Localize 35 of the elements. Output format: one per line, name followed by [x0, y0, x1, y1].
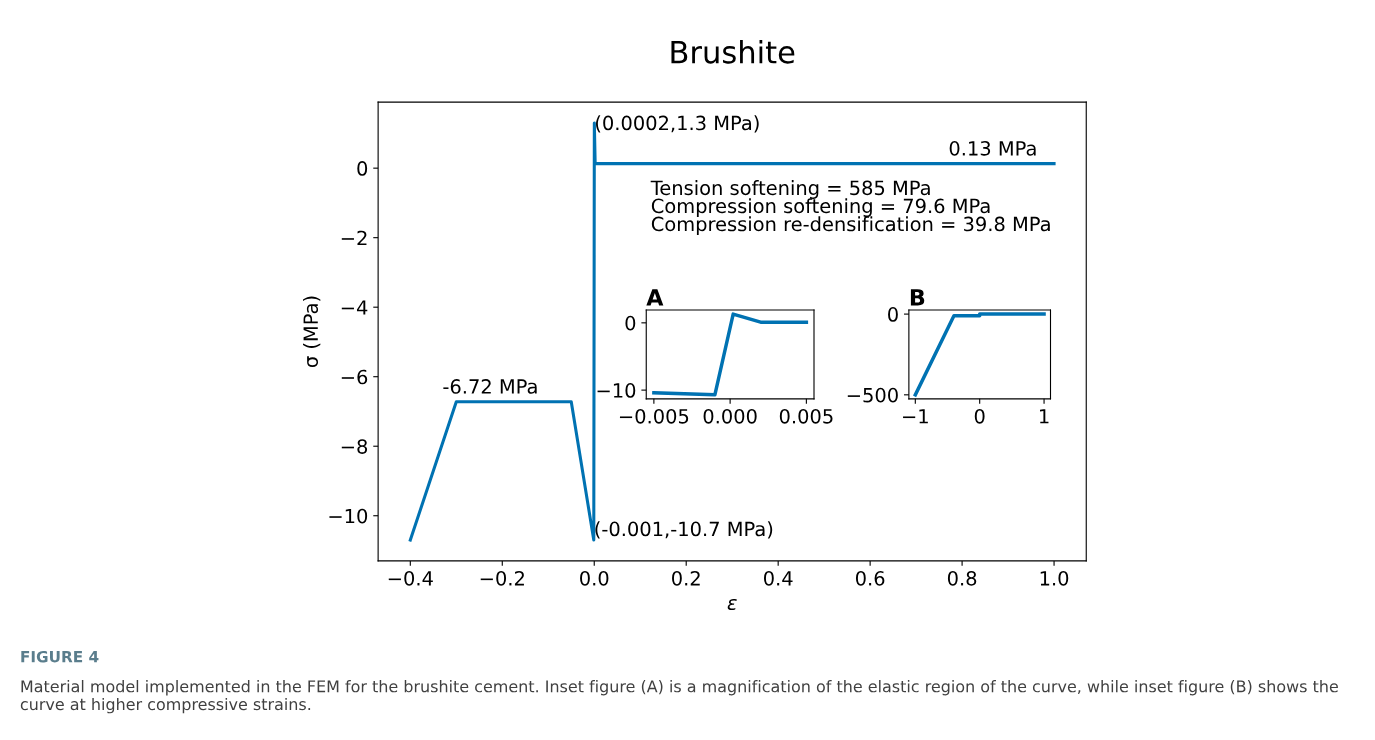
chart-title: A — [646, 289, 664, 306]
y-tick-label: −6 — [341, 369, 368, 385]
x-tick-label: 0.6 — [855, 570, 885, 586]
x-tick-label: −0.4 — [388, 570, 433, 586]
caption: FIGURE 4 — [21, 650, 99, 663]
annotation: -6.72 MPa — [443, 379, 537, 394]
line-series — [652, 312, 809, 397]
x-tick-label: −1 — [903, 409, 928, 424]
x-tick-label: 0.005 — [779, 408, 833, 424]
y-tick-label: −8 — [341, 439, 368, 454]
x-tick-label: 0.000 — [703, 408, 757, 424]
y-tick-label: −10 — [597, 383, 636, 398]
y-tick-label: −500 — [847, 387, 898, 403]
annotation: (-0.001,-10.7 MPa) — [595, 521, 773, 539]
annotation: Tension softening = 585 MPa Compression softening = 79.6 MPa Compression re-densification = 39.8 MPa — [650, 180, 1050, 236]
x-tick-label: 0.8 — [947, 570, 977, 586]
x-tick-label: −0.005 — [619, 408, 689, 424]
x-tick-label: 0 — [974, 408, 985, 424]
x-tick-label: 0.0 — [580, 570, 609, 586]
y-tick-label: −10 — [329, 508, 368, 524]
x-tick-label: 1 — [1040, 409, 1049, 424]
y-tick-label: 0 — [357, 161, 368, 176]
y-axis-title: σ (MPa) — [303, 296, 321, 368]
text: Material model implemented in the FEM for the brushite cement. Inset figure (A) is a magnification of the elastic region of the curve, while inset figure (B) shows the curve at higher compressive strains. — [20, 680, 1338, 714]
chart-title: B — [910, 289, 925, 306]
annotation: (0.0002,1.3 MPa) — [596, 115, 759, 133]
x-axis-title: ε — [727, 598, 737, 611]
y-tick-label: −2 — [341, 230, 367, 246]
x-tick-label: 1.0 — [1040, 570, 1069, 586]
x-tick-label: −0.2 — [480, 570, 524, 586]
annotation: 0.13 MPa — [949, 141, 1036, 156]
x-tick-label: 0.4 — [763, 570, 793, 586]
chart-title: Brushite — [671, 40, 795, 64]
x-tick-label: 0.2 — [672, 570, 700, 586]
y-tick-label: −4 — [341, 300, 368, 315]
